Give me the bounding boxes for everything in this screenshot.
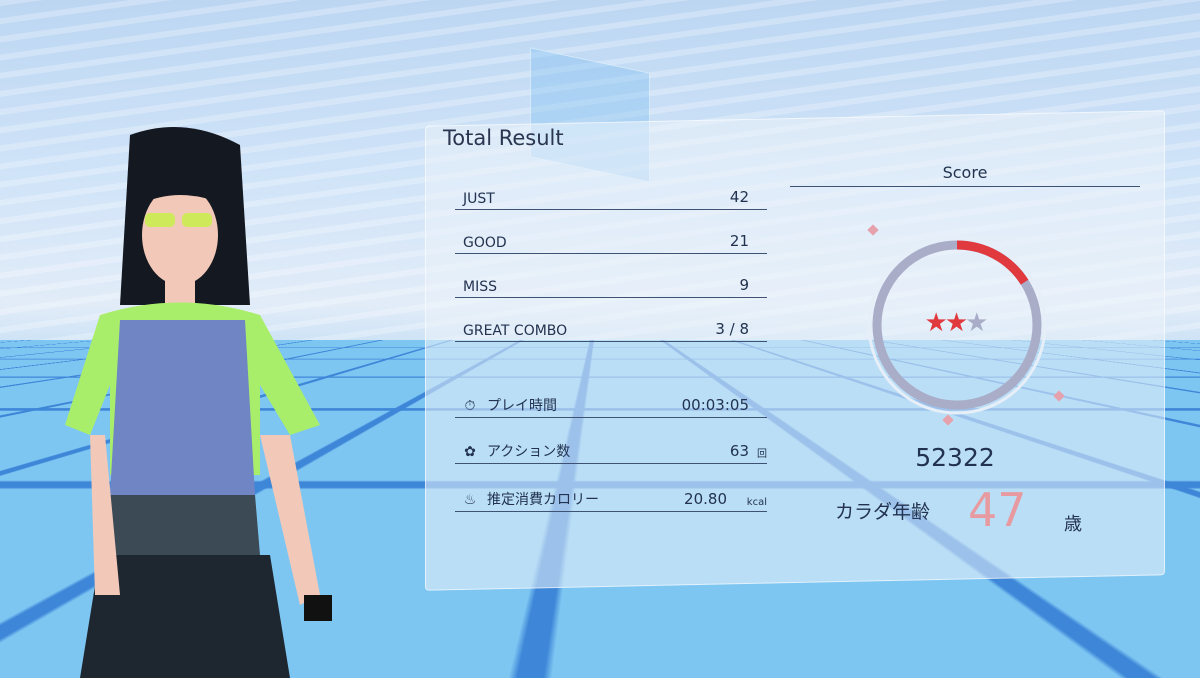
body-age-unit: 歳: [1064, 510, 1082, 536]
stat-row-calories: ♨ 推定消費カロリー 20.80 kcal: [455, 486, 767, 512]
row-label: GOOD: [463, 235, 507, 251]
row-label: アクション数: [487, 444, 570, 460]
row-label: JUST: [463, 191, 495, 207]
judgement-row-good: GOOD 21: [455, 228, 767, 254]
stopwatch-icon: ⏱: [463, 398, 477, 414]
row-label: 推定消費カロリー: [487, 492, 599, 508]
row-label: GREAT COMBO: [463, 323, 567, 339]
body-age-value: 47: [968, 483, 1027, 537]
star-filled-icon: ★: [925, 308, 945, 338]
judgement-row-great-combo: GREAT COMBO 3 / 8: [455, 316, 767, 342]
judgement-row-miss: MISS 9: [455, 272, 767, 298]
row-value: 21: [730, 232, 749, 250]
score-value: 52322: [855, 443, 1055, 472]
star-rating: ★★★: [905, 308, 1005, 338]
player-avatar: [60, 125, 340, 678]
star-empty-icon: ★: [965, 308, 985, 338]
star-filled-icon: ★: [945, 308, 965, 338]
row-unit: 回: [757, 445, 767, 460]
row-label: プレイ時間: [487, 398, 557, 414]
panel-title: Total Result: [443, 126, 564, 150]
row-value: 42: [730, 188, 749, 206]
row-value: 63: [730, 442, 749, 460]
body-age-label: カラダ年齢: [835, 497, 930, 524]
row-unit: kcal: [747, 497, 767, 508]
row-value: 3 / 8: [715, 320, 749, 338]
score-header: Score: [790, 163, 1140, 187]
stat-row-play-time: ⏱ プレイ時間 00:03:05: [455, 392, 767, 418]
stat-row-actions: ✿ アクション数 63 回: [455, 438, 767, 464]
judgement-row-just: JUST 42: [455, 184, 767, 210]
row-value: 9: [739, 276, 749, 294]
row-value: 20.80: [684, 490, 727, 508]
row-value: 00:03:05: [682, 396, 749, 414]
row-label: MISS: [463, 279, 497, 295]
flame-icon: ♨: [463, 492, 477, 508]
paw-icon: ✿: [463, 444, 477, 460]
